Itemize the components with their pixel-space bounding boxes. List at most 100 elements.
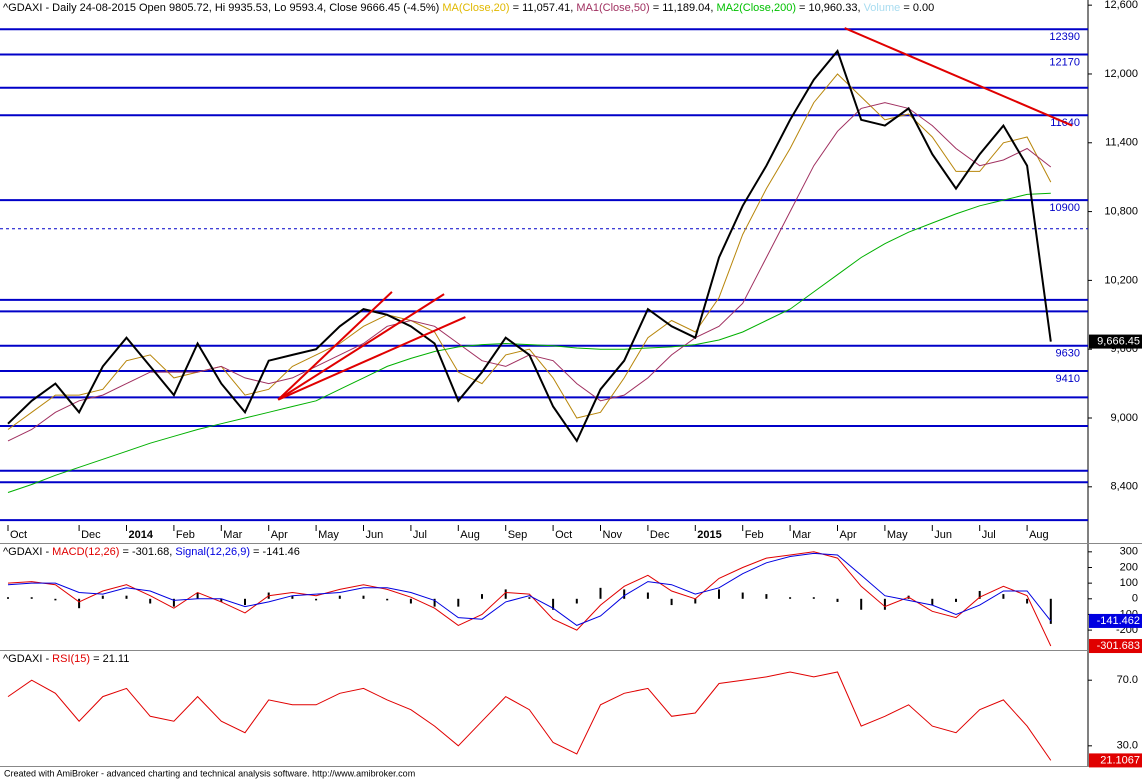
histogram-bar: [386, 598, 389, 601]
histogram-bar: [860, 598, 863, 610]
header-segment: = 11,189.04,: [650, 2, 717, 14]
trendline: [277, 291, 393, 401]
header-segment: Signal(12,26,9): [175, 546, 250, 558]
header-segment: ^GDAXI -: [3, 653, 52, 665]
header-segment: = 0.00: [900, 2, 934, 14]
histogram-bar: [409, 598, 412, 604]
histogram-bar: [528, 597, 531, 599]
y-tick-label: 30.0: [1117, 740, 1138, 752]
last-value-label: 21.1067: [1100, 754, 1140, 766]
header-segment: = 21.11: [90, 653, 129, 665]
histogram-bar: [978, 590, 981, 599]
histogram-bar: [362, 595, 365, 599]
last-value-label: -301.683: [1097, 640, 1140, 652]
level-label: 12390: [1049, 31, 1080, 43]
histogram-bar: [54, 598, 57, 601]
last-value-box: [1089, 334, 1142, 349]
last-value-box: [1089, 753, 1142, 768]
pane-header: ^GDAXI - MACD(12,26) = -301.68, Signal(1…: [3, 546, 300, 558]
histogram-bar: [599, 587, 602, 599]
histogram-bar: [623, 589, 626, 599]
series-line: [7, 552, 1052, 626]
histogram-bar: [101, 595, 104, 599]
header-segment: MA(Close,20): [442, 2, 509, 14]
x-tick-label: Mar: [792, 529, 811, 541]
histogram-bar: [30, 597, 33, 599]
trendline: [277, 316, 466, 401]
footer: Created with AmiBroker - advanced charti…: [4, 768, 415, 778]
x-tick-label: Jun: [366, 529, 384, 541]
level-label: 9630: [1056, 348, 1080, 360]
y-tick-label: 100: [1120, 577, 1138, 589]
series-line: [7, 48, 1052, 443]
x-tick-label: 2014: [129, 529, 154, 541]
y-tick-label: 9,000: [1110, 412, 1138, 424]
x-tick-label: Feb: [176, 529, 195, 541]
histogram-bar: [741, 592, 744, 599]
header-segment: = -141.46: [250, 546, 300, 558]
histogram-bar: [1002, 594, 1005, 599]
histogram-bar: [291, 595, 294, 599]
histogram-bar: [718, 589, 720, 599]
x-tick-label: Sep: [508, 529, 528, 541]
header-segment: ^GDAXI - Daily 24-08-2015 Open 9805.72, …: [3, 2, 442, 14]
y-tick-label: 0: [1132, 593, 1138, 605]
x-tick-label: Apr: [271, 529, 288, 541]
series-line: [7, 671, 1052, 761]
histogram-bar: [433, 598, 436, 607]
header-segment: Volume: [864, 2, 901, 14]
histogram-bar: [955, 598, 957, 602]
histogram-bar: [244, 598, 246, 606]
histogram-bar: [125, 595, 128, 599]
histogram-bar: [670, 598, 673, 606]
x-tick-label: Oct: [10, 529, 27, 541]
histogram-bar: [7, 597, 9, 599]
histogram-bar: [338, 595, 341, 599]
x-tick-label: Jun: [934, 529, 952, 541]
x-tick-label: May: [318, 529, 339, 541]
header-segment: MA1(Close,50): [576, 2, 649, 14]
histogram-bar: [196, 592, 199, 599]
histogram-bar: [78, 598, 81, 609]
header-segment: MACD(12,26): [52, 546, 119, 558]
x-tick-label: Jul: [413, 529, 427, 541]
histogram-bar: [1026, 598, 1029, 604]
y-tick-label: 200: [1120, 561, 1138, 573]
x-tick-label: Dec: [650, 529, 670, 541]
y-tick-label: 10,800: [1104, 205, 1138, 217]
level-label: 12170: [1049, 56, 1080, 68]
x-tick-label: 2015: [697, 529, 721, 541]
y-tick-label: 11,400: [1105, 137, 1138, 149]
last-value-label: -141.462: [1097, 615, 1140, 627]
y-tick-label: 12,600: [1104, 0, 1138, 11]
x-tick-label: Aug: [460, 529, 480, 541]
header-segment: RSI(15): [52, 653, 90, 665]
histogram-bar: [481, 594, 483, 599]
x-tick-label: Aug: [1029, 529, 1049, 541]
x-tick-label: Nov: [603, 529, 623, 541]
trendline: [844, 27, 1073, 127]
x-tick-label: Apr: [840, 529, 857, 541]
histogram-bar: [457, 598, 460, 607]
histogram-bar: [836, 598, 839, 602]
x-tick-label: Mar: [223, 529, 242, 541]
histogram-bar: [220, 598, 223, 602]
level-label: 10900: [1049, 202, 1080, 214]
level-label: 9410: [1056, 373, 1080, 385]
x-tick-label: Oct: [555, 529, 572, 541]
histogram-bar: [504, 589, 507, 599]
histogram-bar: [575, 598, 578, 604]
histogram-bar: [694, 598, 697, 604]
trendline: [277, 293, 445, 401]
histogram-bar: [812, 597, 815, 599]
header-segment: = 10,960.33,: [796, 2, 864, 14]
y-tick-label: 300: [1120, 546, 1138, 558]
header-segment: = -301.68,: [119, 546, 175, 558]
pane-header: ^GDAXI - Daily 24-08-2015 Open 9805.72, …: [3, 2, 934, 14]
x-tick-label: May: [887, 529, 908, 541]
header-segment: = 11,057.41,: [510, 2, 577, 14]
y-tick-label: 12,000: [1104, 68, 1138, 80]
histogram-bar: [149, 598, 152, 604]
histogram-bar: [1049, 598, 1052, 624]
